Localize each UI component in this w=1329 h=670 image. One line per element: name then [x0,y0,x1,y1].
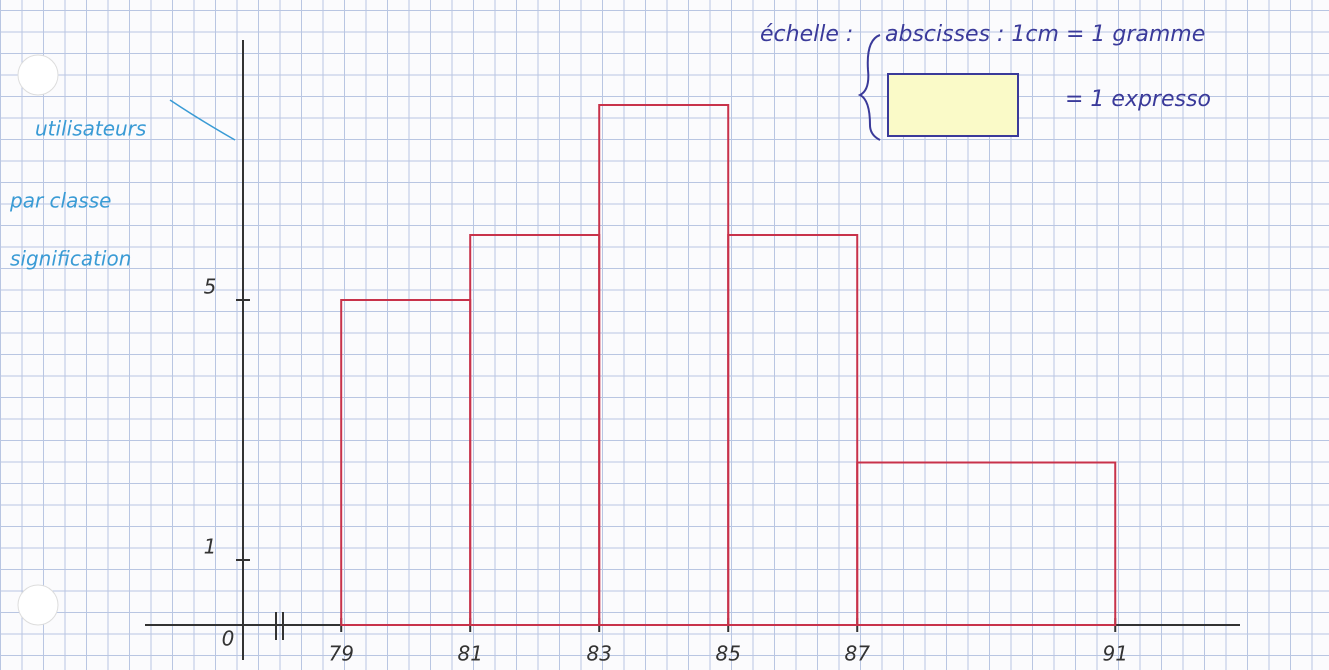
x-tick-label: 83 [586,642,611,666]
y-label: par classe [9,189,111,213]
bar [728,235,857,625]
x-tick-label: 91 [1103,642,1128,666]
x-tick-label: 85 [715,642,740,666]
brace [860,35,880,140]
punch-hole [18,55,58,95]
x-scale: abscisses : 1cm = 1 gramme [885,22,1205,47]
chart: 0 utilisateurs par classe signification … [0,0,1329,670]
y-label: utilisateurs [35,117,146,141]
y-tick-label: 1 [204,535,217,559]
x-tick-label: 81 [457,642,482,666]
origin-label: 0 [222,627,235,651]
y-label: signification [10,247,131,271]
area-scale: = 1 expresso [1065,87,1211,112]
scale-label: échelle : [760,22,853,47]
bar [341,300,470,625]
x-tick-label: 87 [845,642,871,666]
area-unit-box [888,74,1018,136]
y-tick-label: 5 [204,275,217,299]
x-tick-label: 79 [328,642,353,666]
bar [470,235,599,625]
bar [857,463,1115,626]
bar [599,105,728,625]
y-label-arrow [170,100,235,140]
punch-hole [18,585,58,625]
